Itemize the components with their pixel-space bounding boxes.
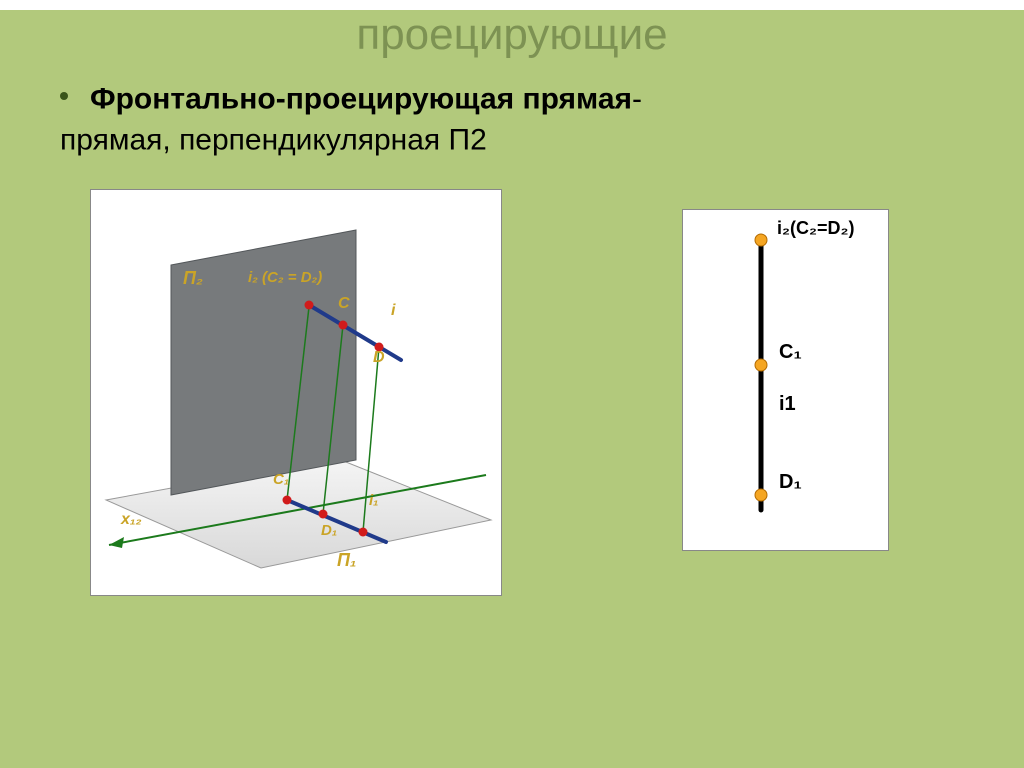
fig3d-label-i: i <box>391 302 396 319</box>
fig3d-label-i1: i₁ <box>369 492 378 509</box>
bullet-dash: - <box>632 83 642 116</box>
figure-2d: i₂(C₂=D₂) C₁ i1 D₁ <box>682 209 889 551</box>
figure-3d: П₂ П₁ x₁₂ i₂ (C₂ = D₂) C Di C₁ D₁ i₁ <box>90 189 502 596</box>
bullet-rest: прямая, перпендикулярная П2 <box>60 123 487 156</box>
fig3d-label-C1: C₁ <box>273 471 289 488</box>
figure-row: П₂ П₁ x₁₂ i₂ (C₂ = D₂) C Di C₁ D₁ i₁ i₂(C₂=D₂) C₁… <box>0 189 1024 596</box>
fig2d-label-i1: i1 <box>779 393 796 415</box>
bullet-text: Фронтально-проецирующая прямая- прямая, п… <box>60 83 642 157</box>
bullet-bold: Фронтально-проецирующая прямая <box>90 83 632 116</box>
figure-2d-svg: i₂(C₂=D₂) C₁ i1 D₁ <box>683 210 888 550</box>
fig2d-label-C1: C₁ <box>779 341 802 363</box>
fig3d-label-D: D <box>373 349 385 366</box>
slide-title: проецирующие <box>0 10 1024 60</box>
bullet-item: Фронтально-проецирующая прямая- прямая, п… <box>60 78 1024 159</box>
fig3d-label-D1: D₁ <box>321 522 337 539</box>
fig3d-label-pi1: П₁ <box>337 550 356 570</box>
fig3d-label-pi2: П₂ <box>183 268 203 288</box>
bullet-dot-icon <box>60 92 68 100</box>
fig2d-label-i2cd: i₂(C₂=D₂) <box>777 218 855 238</box>
fig3d-label-i2cd: i₂ (C₂ = D₂) <box>248 269 322 286</box>
fig3d-label-x12: x₁₂ <box>120 511 142 528</box>
fig2d-label-D1: D₁ <box>779 471 802 493</box>
fig3d-label-C: C <box>338 295 350 312</box>
figure-3d-svg: П₂ П₁ x₁₂ i₂ (C₂ = D₂) C Di C₁ D₁ i₁ <box>91 190 501 595</box>
slide: проецирующие Фронтально-проецирующая пря… <box>0 10 1024 768</box>
